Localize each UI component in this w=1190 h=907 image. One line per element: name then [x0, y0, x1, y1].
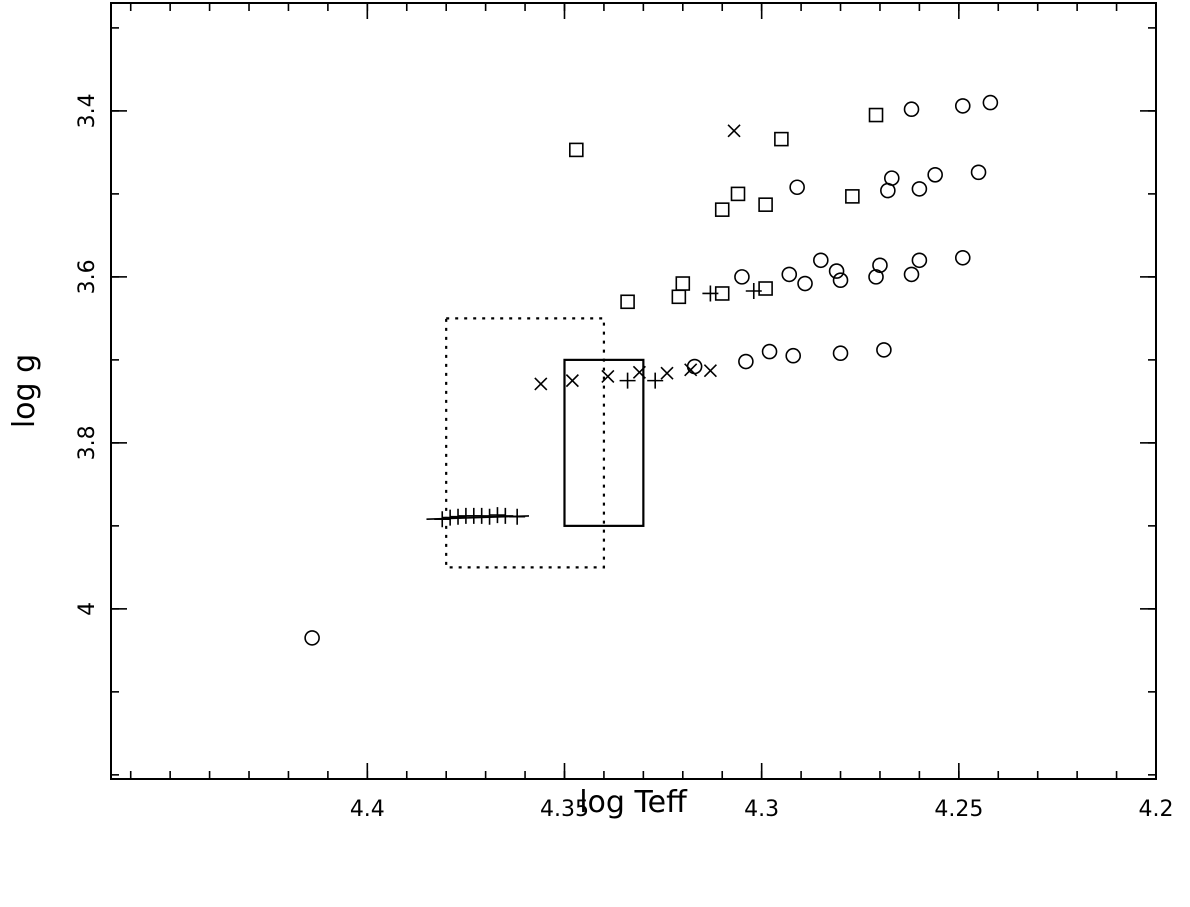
circle-marker: [903, 266, 920, 283]
region-boxes: [445, 317, 645, 569]
circle-marker: [828, 263, 845, 279]
x-axis-title: log Teff: [579, 785, 688, 820]
y-axis-title: log g: [7, 354, 42, 428]
y-tick-label: 3.6: [75, 259, 100, 294]
plus-marker: [497, 507, 514, 524]
circle-marker: [832, 345, 849, 362]
circle-marker: [970, 164, 987, 181]
plus-marker: [481, 508, 498, 525]
plus-marker: [509, 508, 526, 525]
x-tick-label: 4.35: [540, 797, 589, 822]
plus-marker: [434, 511, 451, 528]
square-marker: [620, 294, 635, 310]
x-tick-label: 4.4: [350, 797, 385, 822]
cross-marker: [534, 377, 548, 391]
circle-marker: [872, 257, 888, 274]
circle-marker: [954, 249, 971, 266]
cross-marker: [684, 363, 698, 377]
square-marker: [730, 186, 746, 202]
circle-marker: [954, 98, 971, 114]
plus-marker: [489, 507, 506, 524]
plus-marker: [647, 372, 664, 389]
y-tick-label: 4: [75, 602, 100, 616]
square-marker: [774, 131, 789, 147]
circle-marker: [927, 166, 943, 183]
circle-marker: [982, 94, 999, 111]
plus-marker: [442, 509, 459, 526]
cross-marker: [727, 124, 741, 138]
plot-frame: [110, 2, 1157, 780]
square-marker: [868, 107, 884, 123]
cross-marker: [565, 374, 579, 388]
square-marker: [758, 281, 773, 296]
plus-marker: [619, 372, 636, 389]
square-marker: [671, 289, 687, 305]
axis-ticks: [111, 3, 1157, 779]
square-marker: [569, 142, 584, 158]
circle-marker: [832, 272, 849, 289]
circle-marker: [789, 179, 805, 196]
y-tick-labels: 3.4 3.6 3.8 4: [75, 93, 100, 615]
x-tick-label: 4.25: [934, 797, 983, 822]
x-tick-label: 4.3: [744, 797, 779, 822]
x-tick-label: 4.2: [1139, 797, 1174, 822]
circle-marker: [813, 252, 829, 269]
plus-marker: [473, 507, 490, 524]
dotted-region-box: [445, 317, 606, 569]
x-tick-labels: 4.4 4.35 4.3 4.25 4.2: [350, 797, 1174, 822]
cross-marker: [632, 365, 646, 379]
data-markers: [304, 94, 999, 646]
circle-marker: [785, 347, 802, 364]
square-marker: [845, 189, 860, 204]
cross-marker: [703, 364, 717, 378]
circle-marker: [903, 101, 920, 118]
circle-marker: [876, 342, 892, 358]
square-marker: [758, 197, 773, 212]
circle-marker: [781, 266, 798, 283]
cross-marker: [660, 366, 674, 380]
circle-marker: [761, 343, 778, 360]
circle-marker: [883, 170, 900, 186]
y-tick-label: 3.4: [75, 93, 100, 128]
circle-marker: [304, 630, 320, 646]
plus-marker: [450, 508, 467, 525]
circle-marker: [738, 353, 754, 370]
square-marker: [714, 202, 730, 217]
circle-marker: [868, 269, 884, 285]
circle-marker: [797, 275, 813, 292]
plus-marker: [702, 285, 719, 302]
plus-marker: [745, 282, 762, 299]
y-tick-label: 3.8: [75, 425, 100, 460]
circle-marker: [911, 181, 928, 197]
circle-marker: [734, 269, 750, 285]
cross-marker: [601, 369, 615, 384]
circle-marker: [911, 252, 928, 269]
square-marker: [675, 276, 691, 291]
